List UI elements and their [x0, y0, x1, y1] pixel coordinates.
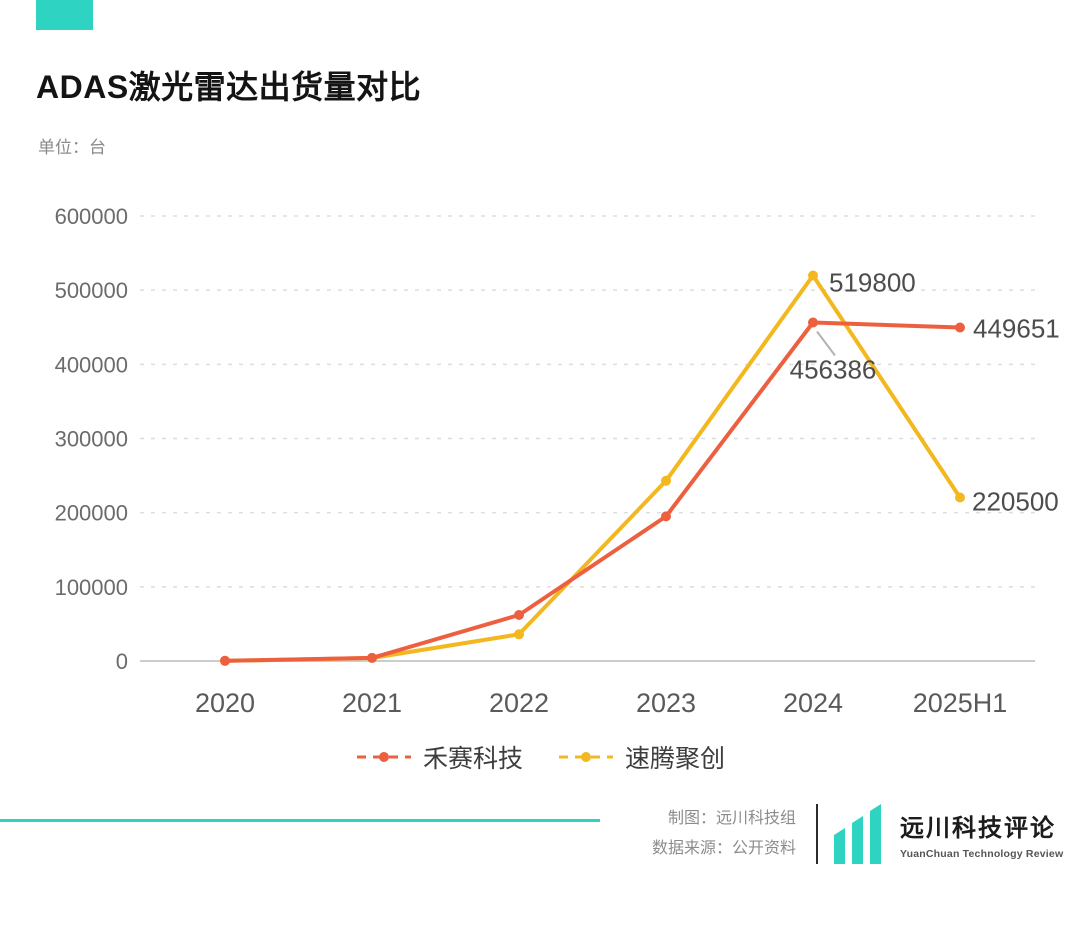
- data-point: [367, 652, 377, 663]
- credit-source: 数据来源：公开资料: [651, 840, 796, 857]
- series-line-1: [223, 273, 962, 663]
- chart-title: ADAS激光雷达出货量对比: [36, 69, 422, 105]
- data-point-label: 456386: [790, 355, 877, 385]
- data-point: [514, 629, 524, 640]
- y-axis-tick-label: 200000: [55, 501, 128, 526]
- label-leader-line: [816, 330, 836, 357]
- logo-subname: YuanChuan Technology Review: [900, 848, 1064, 860]
- legend-label-robosense: 速腾聚创: [625, 745, 726, 773]
- x-axis-tick-label: 2022: [489, 688, 549, 718]
- x-axis-tick-label: 2020: [195, 688, 255, 718]
- data-point: [661, 511, 671, 522]
- legend-item-hesai: 禾赛科技: [355, 739, 523, 775]
- data-point: [808, 317, 818, 328]
- accent-block: [36, 0, 93, 30]
- x-axis-tick-label: 2025H1: [913, 688, 1008, 718]
- y-axis-tick-label: 0: [116, 649, 128, 674]
- credits: 制图：远川科技组 数据来源：公开资料: [652, 804, 796, 864]
- y-axis-tick-label: 300000: [55, 427, 128, 452]
- logo-text: 远川科技评论 YuanChuan Technology Review: [900, 808, 1063, 860]
- data-point: [661, 475, 671, 486]
- credit-maker: 制图：远川科技组: [667, 810, 796, 827]
- y-axis-tick-label: 500000: [55, 278, 128, 303]
- brand-logo: 远川科技评论 YuanChuan Technology Review: [834, 804, 1063, 864]
- x-axis-tick-label: 2024: [783, 688, 843, 718]
- legend-swatch-robosense-icon: [559, 752, 613, 762]
- footer-accent-line: [0, 819, 600, 822]
- footer-divider: [816, 804, 818, 864]
- unit-label: 单位：台: [38, 138, 106, 157]
- legend-item-robosense: 速腾聚创: [557, 739, 725, 775]
- data-point: [220, 655, 230, 666]
- y-axis-tick-label: 100000: [55, 575, 128, 600]
- x-axis-tick-label: 2021: [342, 688, 402, 718]
- data-point-label: 220500: [972, 486, 1059, 516]
- data-point: [955, 492, 965, 503]
- data-point-label: 449651: [973, 314, 1060, 344]
- x-axis-tick-label: 2023: [636, 688, 696, 718]
- y-axis-tick-label: 400000: [55, 352, 128, 377]
- legend-swatch-hesai-icon: [356, 752, 411, 762]
- legend-label-hesai: 禾赛科技: [422, 745, 523, 773]
- data-point-label: 519800: [829, 267, 916, 297]
- data-point: [808, 270, 818, 281]
- chart-legend: 禾赛科技 速腾聚创: [0, 739, 1080, 775]
- y-axis-tick-label: 600000: [55, 204, 128, 229]
- logo-name: 远川科技评论: [900, 815, 1056, 842]
- data-point: [514, 610, 524, 620]
- series-line-0: [223, 320, 962, 663]
- logo-mark-icon: [834, 804, 881, 864]
- data-point: [955, 322, 965, 333]
